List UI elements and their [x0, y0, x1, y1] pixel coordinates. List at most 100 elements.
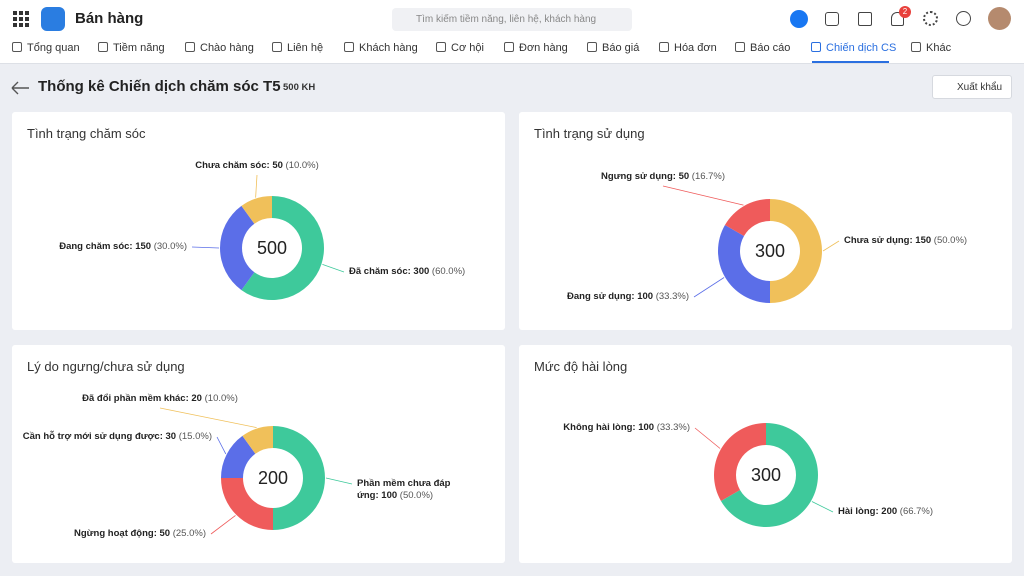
label-percent: (10.0%) [285, 160, 319, 171]
label-percent: (16.7%) [691, 171, 726, 182]
label-percent: (60.0%) [431, 266, 466, 277]
nav-label: Chiến dịch CS [826, 42, 897, 54]
chart-card: 300 Tình trạng sử dụng Chưa sử dụng: 150 (… [519, 112, 1012, 330]
facebook-icon[interactable] [790, 10, 808, 28]
search-box[interactable]: Tìm kiếm tiềm năng, liên hệ, khách hàng [392, 8, 632, 31]
donut-segment [242, 426, 273, 454]
back-arrow[interactable] [11, 81, 31, 95]
nav-item[interactable]: Hóa đơn [659, 42, 717, 54]
data-label: Đang chăm sóc: 150 (30.0%) [59, 241, 187, 253]
label-category: Chưa chăm sóc: [195, 160, 270, 171]
donut-chart: 300 [662, 185, 840, 303]
chart-title: Tình trạng sử dụng [534, 126, 645, 141]
nav-icon [811, 42, 821, 52]
label-value: 50 [159, 528, 171, 539]
export-button[interactable]: Xuất khẩu [932, 75, 1012, 99]
page-title: Thống kê Chiến dịch chăm sóc T5 [38, 78, 281, 95]
donut-chart: 300 [694, 423, 834, 527]
nav-label: Đơn hàng [519, 42, 568, 54]
leader-line [255, 174, 258, 198]
donut-total: 300 [755, 241, 785, 261]
avatar[interactable] [988, 7, 1011, 30]
nav-item[interactable]: Đơn hàng [504, 42, 568, 54]
donut-segment [724, 199, 770, 236]
donut-chart: 500 [191, 174, 345, 300]
data-label: Chưa chăm sóc: 50 (10.0%) [195, 160, 319, 172]
customer-count: 500 KH [283, 82, 316, 93]
donut-total: 200 [258, 468, 288, 488]
label-category: Ngưng sử dụng: [600, 171, 676, 182]
nav-bar: Tổng quan Tiềm năng Chào hàng Liên hệ Khách … [0, 36, 1024, 64]
nav-item[interactable]: Tổng quan [12, 42, 80, 54]
label-value: 200 [881, 506, 898, 517]
label-percent: (15.0%) [178, 431, 212, 442]
chart-title: Lý do ngưng/chưa sử dụng [27, 359, 185, 374]
calendar-icon[interactable] [858, 12, 872, 26]
label-value: 100 [637, 291, 654, 302]
nav-icon [911, 42, 921, 52]
box-icon[interactable] [825, 12, 839, 26]
nav-item[interactable]: Báo giá [587, 42, 639, 54]
label-value: 100 [638, 422, 655, 433]
label-percent: (30.0%) [153, 241, 187, 252]
label-category: Đã đổi phần mềm khác: [82, 393, 189, 404]
nav-label: Khác [926, 42, 952, 54]
label-category: Cần hỗ trợ mới sử dụng được: [22, 431, 163, 442]
nav-label: Hóa đơn [674, 42, 717, 54]
nav-label: Báo giá [602, 42, 640, 54]
nav-item[interactable]: Báo cáo [735, 42, 790, 54]
nav-item[interactable]: Khách hàng [344, 42, 418, 54]
label-category: Chưa sử dụng: [844, 235, 913, 246]
data-label: Đang sử dụng: 100 (33.3%) [567, 291, 689, 303]
donut-chart: 200 [159, 407, 353, 535]
notification-badge: 2 [899, 6, 911, 18]
nav-item[interactable]: Khác [911, 42, 951, 54]
leader-line [325, 477, 353, 485]
header: Bán hàng Tìm kiếm tiềm năng, liên hệ, kh… [0, 0, 1024, 36]
help-icon[interactable] [956, 11, 971, 26]
label-percent: (25.0%) [172, 528, 206, 539]
nav-icon [735, 42, 745, 52]
chart-card: 200 Lý do ngưng/chưa sử dụng Phần mềm chưa… [12, 345, 505, 563]
chart-card: 300 Mức độ hài lòng Hài lòng: 200 (66.7%) K… [519, 345, 1012, 563]
nav-label: Chào hàng [200, 42, 254, 54]
label-value: 20 [191, 393, 202, 404]
label-category: Hài lòng: [838, 506, 879, 517]
nav-item[interactable]: Tiềm năng [98, 42, 165, 54]
nav-icon [587, 42, 597, 52]
label-percent: (66.7%) [899, 506, 934, 517]
leader-line [811, 501, 834, 513]
donut-segment [770, 199, 822, 303]
nav-icon [185, 42, 195, 52]
nav-item[interactable]: Cơ hội [436, 42, 484, 54]
donut-segment [241, 196, 324, 300]
leader-line [322, 264, 345, 273]
label-percent: (33.3%) [655, 291, 689, 302]
nav-icon [659, 42, 669, 52]
bell-icon[interactable] [891, 12, 904, 26]
label-category: Không hài lòng: [563, 422, 636, 433]
label-category: Đang sử dụng: [567, 291, 635, 302]
data-label: Phần mềm chưa đáp ứng: 100 (50.0%) [357, 478, 467, 502]
label-value: 50 [272, 160, 283, 171]
label-percent: (33.3%) [656, 422, 690, 433]
label-value: 50 [678, 171, 690, 182]
apps-icon[interactable] [12, 10, 32, 30]
nav-item[interactable]: Liên hệ [272, 42, 323, 54]
settings-icon[interactable] [923, 11, 938, 26]
donut-segment [241, 196, 272, 224]
leader-line [694, 427, 721, 449]
leader-line [216, 436, 227, 455]
chart-title: Mức độ hài lòng [534, 359, 628, 374]
nav-icon [272, 42, 282, 52]
nav-item[interactable]: Chiến dịch CS [811, 42, 896, 54]
nav-item[interactable]: Chào hàng [185, 42, 254, 54]
nav-icon [344, 42, 354, 52]
donut-segment [720, 423, 818, 527]
leader-line [693, 277, 725, 298]
label-value: 100 [381, 490, 398, 501]
label-value: 300 [413, 266, 430, 277]
leader-line [822, 240, 840, 252]
leader-line [159, 407, 257, 428]
